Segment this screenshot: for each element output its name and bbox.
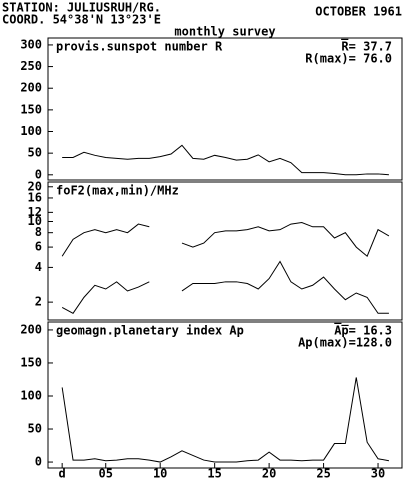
y-tick-label: 100 bbox=[20, 124, 42, 138]
data-line bbox=[61, 260, 389, 314]
y-tick-label: 16 bbox=[28, 190, 42, 204]
annotation: R(max)= 76.0 bbox=[305, 52, 392, 66]
coord: COORD. 54°38'N 13°23'E bbox=[2, 13, 161, 27]
y-tick-label: 8 bbox=[35, 225, 42, 239]
y-tick-label: 100 bbox=[20, 388, 42, 402]
y-tick-label: 6 bbox=[35, 240, 42, 254]
annotation: R̅= 37.7 bbox=[341, 39, 392, 53]
annotation: A̅p̅= 16.3 bbox=[334, 323, 392, 337]
station: STATION: JULIUSRUH/RG. bbox=[2, 1, 161, 15]
panel-title: provis.sunspot number R bbox=[56, 40, 223, 54]
y-tick-label: 150 bbox=[20, 355, 42, 369]
y-tick-label: 200 bbox=[20, 322, 42, 336]
y-tick-label: 50 bbox=[28, 422, 42, 436]
x-tick-label: 25 bbox=[316, 467, 330, 480]
y-tick-label: 20 bbox=[28, 179, 42, 193]
y-tick-label: 50 bbox=[28, 146, 42, 160]
x-tick-label: 10 bbox=[153, 467, 167, 480]
subtitle: monthly survey bbox=[174, 25, 275, 39]
panel-frame bbox=[47, 37, 403, 181]
data-line bbox=[61, 221, 390, 258]
panel-title: geomagn.planetary index Ap bbox=[56, 324, 244, 338]
x-tick-label: 20 bbox=[262, 467, 276, 480]
y-tick-label: 4 bbox=[35, 260, 42, 274]
y-tick-label: 12 bbox=[28, 205, 42, 219]
y-tick-label: 10 bbox=[28, 214, 42, 228]
y-tick-label: 300 bbox=[20, 37, 42, 51]
x-tick-label: 30 bbox=[371, 467, 385, 480]
y-tick-label: 200 bbox=[20, 81, 42, 95]
panel-frame bbox=[47, 181, 403, 321]
data-line bbox=[62, 144, 389, 176]
y-tick-label: 0 bbox=[35, 455, 42, 469]
date: OCTOBER 1961 bbox=[315, 5, 402, 19]
data-line bbox=[61, 377, 390, 463]
panel-title: foF2(max,min)/MHz bbox=[56, 184, 179, 198]
y-tick-label: 0 bbox=[35, 167, 42, 181]
panel-frame bbox=[47, 321, 403, 469]
y-tick-label: 250 bbox=[20, 59, 42, 73]
y-tick-label: 150 bbox=[20, 102, 42, 116]
x-tick-label: 05 bbox=[99, 467, 113, 480]
annotation: Ap(max)=128.0 bbox=[298, 336, 392, 350]
y-tick-label: 2 bbox=[35, 295, 42, 309]
x-tick-label: 15 bbox=[207, 467, 221, 480]
x-tick-label: d bbox=[59, 467, 66, 480]
